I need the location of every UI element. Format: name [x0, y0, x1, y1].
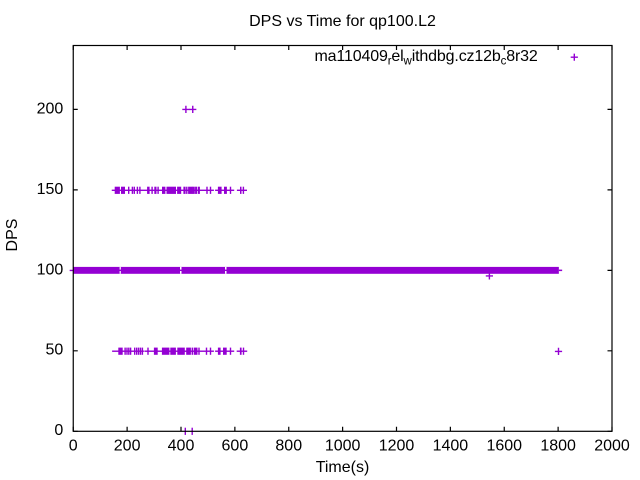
svg-text:1000: 1000 — [325, 438, 361, 455]
svg-text:50: 50 — [46, 342, 64, 359]
svg-text:1400: 1400 — [433, 438, 469, 455]
svg-text:ma110409relwithdbg.cz12bc8r32: ma110409relwithdbg.cz12bc8r32 — [314, 48, 537, 67]
svg-text:150: 150 — [37, 181, 64, 198]
svg-text:Time(s): Time(s) — [316, 459, 370, 476]
svg-text:DPS vs Time for qp100.L2: DPS vs Time for qp100.L2 — [249, 13, 436, 30]
svg-text:200: 200 — [37, 100, 64, 117]
svg-text:2000: 2000 — [594, 438, 630, 455]
svg-text:100: 100 — [37, 261, 64, 278]
svg-text:200: 200 — [114, 438, 141, 455]
svg-text:1800: 1800 — [540, 438, 576, 455]
svg-text:0: 0 — [54, 422, 63, 439]
svg-text:600: 600 — [222, 438, 249, 455]
svg-text:1600: 1600 — [486, 438, 522, 455]
svg-text:1200: 1200 — [379, 438, 415, 455]
svg-text:0: 0 — [69, 438, 78, 455]
svg-text:800: 800 — [275, 438, 302, 455]
svg-text:DPS: DPS — [4, 219, 21, 252]
svg-text:400: 400 — [168, 438, 195, 455]
